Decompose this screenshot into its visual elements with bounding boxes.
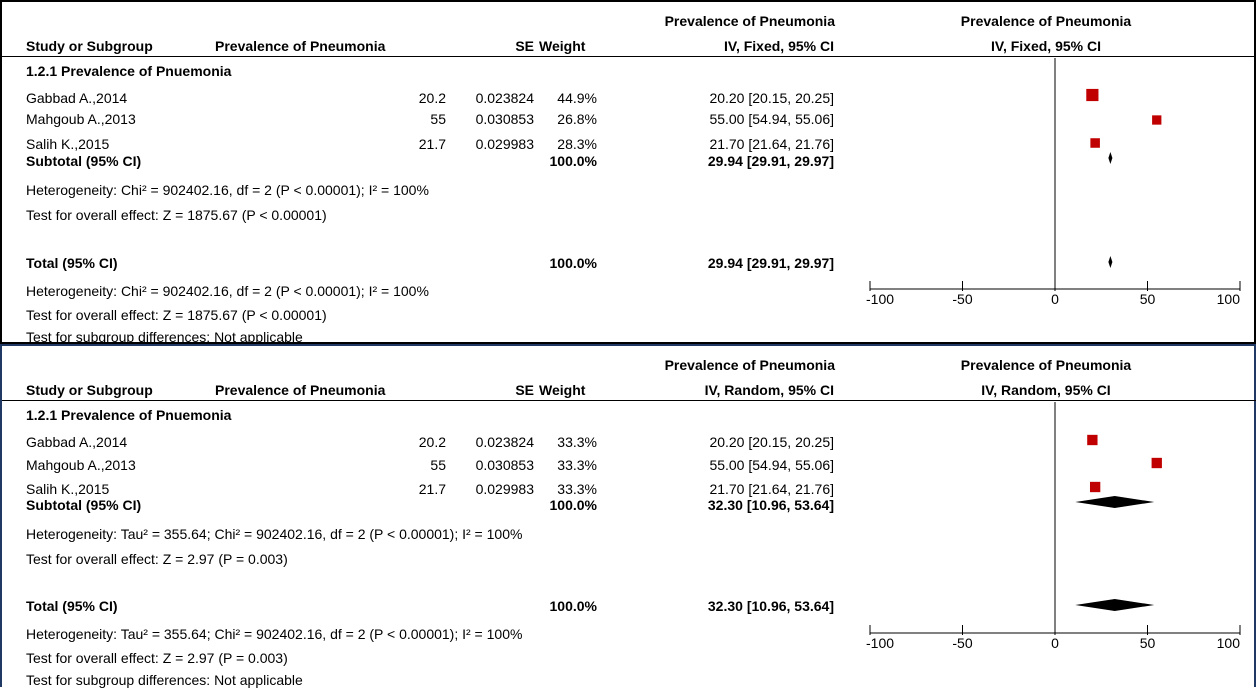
study-square bbox=[1089, 481, 1101, 493]
heterogeneity-text: Heterogeneity: Tau² = 355.64; Chi² = 902… bbox=[26, 526, 523, 542]
study-weight: 44.9% bbox=[557, 90, 597, 106]
study-se: 0.030853 bbox=[475, 457, 534, 473]
study-ci: 55.00 [54.94, 55.06] bbox=[709, 111, 834, 127]
study-prevalence: 55 bbox=[430, 457, 446, 473]
effect-method-header: IV, Fixed, 95% CI bbox=[724, 38, 834, 54]
study-ci: 21.70 [21.64, 21.76] bbox=[709, 481, 834, 497]
subtotal-weight: 100.0% bbox=[549, 497, 597, 513]
forest-plot-fixed: -100 -50 0 50 100 bbox=[866, 58, 1241, 307]
study-name: Mahgoub A.,2013 bbox=[26, 111, 136, 127]
x-tick-label: 0 bbox=[1051, 635, 1059, 651]
study-se: 0.023824 bbox=[475, 434, 534, 450]
x-tick-label: -50 bbox=[952, 635, 972, 651]
x-tick-label: 100 bbox=[1217, 291, 1241, 307]
effect-group-header: Prevalence of Pneumonia bbox=[664, 357, 835, 373]
study-square bbox=[1086, 88, 1099, 102]
study-square bbox=[1087, 434, 1098, 446]
total-heterogeneity-text: Heterogeneity: Tau² = 355.64; Chi² = 902… bbox=[26, 626, 523, 642]
subtotal-ci: 32.30 [10.96, 53.64] bbox=[707, 497, 834, 513]
study-column-header: Study or Subgroup bbox=[26, 382, 153, 398]
subgroup-title: 1.2.1 Prevalence of Pnuemonia bbox=[26, 407, 232, 423]
x-tick-label: 50 bbox=[1140, 291, 1156, 307]
study-se: 0.029983 bbox=[475, 481, 534, 497]
subgroup-differences-text: Test for subgroup differences: Not appli… bbox=[26, 329, 303, 345]
study-ci: 20.20 [20.15, 20.25] bbox=[709, 90, 834, 106]
subtotal-ci: 29.94 [29.91, 29.97] bbox=[707, 153, 834, 169]
study-prevalence: 55 bbox=[430, 111, 446, 127]
study-ci: 55.00 [54.94, 55.06] bbox=[709, 457, 834, 473]
study-weight: 33.3% bbox=[557, 481, 597, 497]
total-diamond bbox=[1108, 256, 1113, 268]
weight-column-header: Weight bbox=[539, 382, 586, 398]
study-se: 0.023824 bbox=[475, 90, 534, 106]
heterogeneity-text: Heterogeneity: Chi² = 902402.16, df = 2 … bbox=[26, 182, 429, 198]
subtotal-label: Subtotal (95% CI) bbox=[26, 153, 142, 169]
effect-method-header: IV, Random, 95% CI bbox=[704, 382, 834, 398]
prevalence-column-header: Prevalence of Pneumonia bbox=[215, 38, 386, 54]
subtotal-label: Subtotal (95% CI) bbox=[26, 497, 142, 513]
study-se: 0.029983 bbox=[475, 136, 534, 152]
study-weight: 28.3% bbox=[557, 136, 597, 152]
forest-plot-random-panel: Prevalence of Pneumonia Prevalence of Pn… bbox=[0, 344, 1256, 688]
total-weight: 100.0% bbox=[549, 255, 597, 271]
subtotal-diamond bbox=[1075, 496, 1155, 508]
header-divider bbox=[2, 400, 1256, 401]
total-diamond bbox=[1075, 599, 1155, 611]
study-prevalence: 21.7 bbox=[418, 136, 446, 152]
study-name: Gabbad A.,2014 bbox=[26, 90, 128, 106]
effect-group-header: Prevalence of Pneumonia bbox=[664, 13, 835, 29]
study-weight: 33.3% bbox=[557, 434, 597, 450]
x-tick-label: -50 bbox=[952, 291, 972, 307]
total-heterogeneity-text: Heterogeneity: Chi² = 902402.16, df = 2 … bbox=[26, 283, 429, 299]
total-overall-effect-text: Test for overall effect: Z = 1875.67 (P … bbox=[26, 307, 327, 323]
total-overall-effect-text: Test for overall effect: Z = 2.97 (P = 0… bbox=[26, 650, 288, 666]
study-square bbox=[1151, 457, 1162, 469]
total-label: Total (95% CI) bbox=[26, 255, 118, 271]
x-tick-label: -100 bbox=[866, 635, 894, 651]
x-tick-label: 0 bbox=[1051, 291, 1059, 307]
subtotal-diamond bbox=[1108, 152, 1113, 164]
study-ci: 21.70 [21.64, 21.76] bbox=[709, 136, 834, 152]
weight-column-header: Weight bbox=[539, 38, 586, 54]
overall-effect-text: Test for overall effect: Z = 1875.67 (P … bbox=[26, 207, 327, 223]
study-weight: 26.8% bbox=[557, 111, 597, 127]
se-column-header: SE bbox=[515, 38, 534, 54]
se-column-header: SE bbox=[515, 382, 534, 398]
study-square bbox=[1090, 138, 1100, 148]
prevalence-column-header: Prevalence of Pneumonia bbox=[215, 382, 386, 398]
forest-plot-random: -100 -50 0 50 100 bbox=[866, 402, 1241, 651]
study-prevalence: 20.2 bbox=[418, 90, 446, 106]
total-label: Total (95% CI) bbox=[26, 598, 118, 614]
study-name: Salih K.,2015 bbox=[26, 136, 110, 152]
total-weight: 100.0% bbox=[549, 598, 597, 614]
plot-method-header: IV, Fixed, 95% CI bbox=[991, 38, 1101, 54]
study-name: Salih K.,2015 bbox=[26, 481, 110, 497]
plot-method-header: IV, Random, 95% CI bbox=[981, 382, 1111, 398]
overall-effect-text: Test for overall effect: Z = 2.97 (P = 0… bbox=[26, 551, 288, 567]
study-ci: 20.20 [20.15, 20.25] bbox=[709, 434, 834, 450]
subgroup-differences-text: Test for subgroup differences: Not appli… bbox=[26, 672, 303, 688]
study-column-header: Study or Subgroup bbox=[26, 38, 153, 54]
total-ci: 32.30 [10.96, 53.64] bbox=[707, 598, 834, 614]
study-square bbox=[1152, 115, 1162, 125]
plot-group-header: Prevalence of Pneumonia bbox=[960, 357, 1132, 373]
total-ci: 29.94 [29.91, 29.97] bbox=[707, 255, 834, 271]
study-name: Gabbad A.,2014 bbox=[26, 434, 128, 450]
x-tick-label: 100 bbox=[1217, 635, 1241, 651]
forest-plot-fixed-panel: Prevalence of Pneumonia Prevalence of Pn… bbox=[0, 0, 1256, 345]
study-weight: 33.3% bbox=[557, 457, 597, 473]
study-prevalence: 21.7 bbox=[418, 481, 446, 497]
subgroup-title: 1.2.1 Prevalence of Pnuemonia bbox=[26, 63, 232, 79]
subtotal-weight: 100.0% bbox=[549, 153, 597, 169]
plot-group-header: Prevalence of Pneumonia bbox=[960, 13, 1132, 29]
study-name: Mahgoub A.,2013 bbox=[26, 457, 136, 473]
study-prevalence: 20.2 bbox=[418, 434, 446, 450]
x-tick-label: -100 bbox=[866, 291, 894, 307]
study-se: 0.030853 bbox=[475, 111, 534, 127]
header-divider bbox=[2, 56, 1256, 57]
x-tick-label: 50 bbox=[1140, 635, 1156, 651]
